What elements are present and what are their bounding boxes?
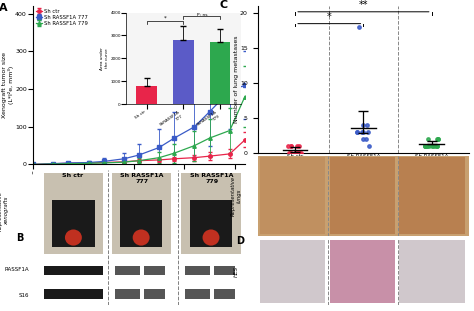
Text: **: ** [359, 0, 368, 10]
Point [293, 143, 301, 148]
Point [353, 129, 361, 134]
Bar [190, 200, 232, 247]
Point [423, 143, 431, 148]
Point [363, 122, 370, 127]
Bar [214, 266, 236, 275]
Bar [400, 240, 465, 304]
Point [434, 136, 442, 141]
Point [294, 150, 301, 155]
Text: D: D [237, 236, 245, 246]
Text: Sh ctr: Sh ctr [62, 173, 83, 178]
Bar [44, 173, 103, 254]
Text: HES: HES [234, 266, 239, 277]
Text: A: A [0, 3, 8, 13]
X-axis label: days: days [131, 181, 147, 187]
Point [433, 143, 440, 148]
Point [359, 129, 367, 134]
Point [425, 136, 432, 141]
Y-axis label: Xenograft tumor size
(L*l²e, mm³): Xenograft tumor size (L*l²e, mm³) [2, 52, 14, 118]
Point [294, 150, 302, 155]
Point [363, 136, 370, 141]
Bar [329, 240, 395, 304]
Point [292, 150, 299, 155]
Ellipse shape [202, 230, 219, 246]
Point [421, 143, 429, 148]
Point [433, 143, 441, 148]
Bar [111, 173, 171, 254]
Bar [182, 173, 241, 254]
Bar [44, 266, 103, 275]
Text: Representative
lungs: Representative lungs [231, 176, 242, 216]
Point [296, 150, 303, 155]
Bar [144, 266, 165, 275]
Bar [260, 240, 325, 304]
Bar [184, 289, 210, 299]
Ellipse shape [65, 230, 82, 246]
Y-axis label: Number of lung metastases: Number of lung metastases [234, 36, 238, 123]
Bar [329, 157, 395, 234]
Point [431, 143, 439, 148]
Point [428, 143, 436, 148]
Point [286, 150, 293, 155]
Point [295, 150, 302, 155]
Text: Sh RASSF1A
779: Sh RASSF1A 779 [190, 173, 234, 184]
Point [365, 143, 373, 148]
Point [434, 136, 442, 141]
Point [295, 143, 302, 148]
Point [293, 150, 301, 155]
Point [434, 136, 441, 141]
Point [423, 143, 430, 148]
Bar [214, 289, 236, 299]
Ellipse shape [133, 230, 150, 246]
Point [292, 150, 299, 155]
Text: *: * [327, 12, 332, 22]
Point [285, 150, 292, 155]
Bar [400, 157, 465, 234]
Text: Sh RASSF1A
777: Sh RASSF1A 777 [120, 173, 164, 184]
Point [421, 143, 428, 148]
Bar [115, 266, 140, 275]
Point [358, 129, 366, 134]
Text: B: B [16, 233, 24, 243]
Point [284, 143, 292, 148]
Point [295, 150, 302, 155]
Point [359, 136, 367, 141]
Point [298, 150, 305, 155]
Text: C: C [219, 0, 228, 10]
Point [288, 143, 295, 148]
Point [425, 143, 433, 148]
Text: RASSF1A: RASSF1A [4, 267, 29, 272]
Bar [260, 157, 325, 234]
Point [287, 143, 295, 148]
Bar [44, 289, 103, 299]
Bar [52, 200, 95, 247]
Text: S16: S16 [18, 293, 29, 298]
Bar [184, 266, 210, 275]
Point [353, 129, 361, 134]
Bar [144, 289, 165, 299]
Text: Representative
xenografts: Representative xenografts [0, 190, 9, 230]
Legend: Sh ctr, Sh RASSF1A 777, Sh RASSF1A 779: Sh ctr, Sh RASSF1A 777, Sh RASSF1A 779 [36, 9, 88, 26]
Point [365, 129, 372, 134]
Point [421, 143, 429, 148]
Bar [120, 200, 162, 247]
Point [287, 150, 294, 155]
Point [355, 25, 363, 30]
Point [359, 122, 367, 127]
Bar [115, 289, 140, 299]
Point [429, 143, 437, 148]
